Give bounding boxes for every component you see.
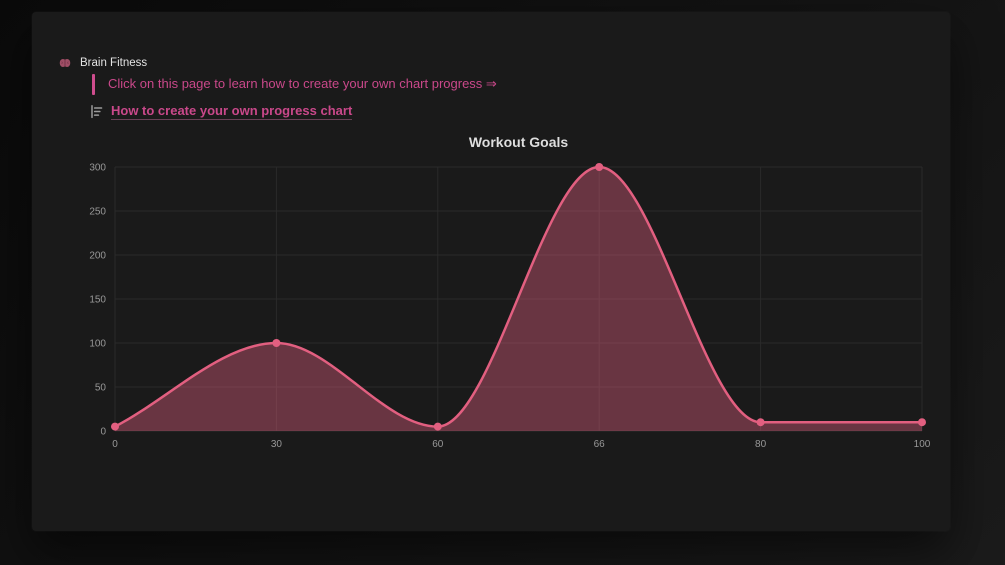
breadcrumb-label: Brain Fitness [80,57,148,69]
data-point[interactable] [756,418,765,427]
y-tick-label: 150 [89,295,106,306]
x-tick-label: 0 [112,439,118,450]
subpage-link[interactable]: How to create your own progress chart [89,101,353,121]
chart-title: Workout Goals [469,134,569,150]
x-tick-label: 66 [594,439,606,450]
workout-chart-svg[interactable]: 0 50 100 150 200 250 300 0 30 60 66 80 100 Workout Go… [85,130,940,455]
data-point[interactable] [433,422,442,431]
y-tick-label: 300 [89,163,106,174]
quote-text: Click on this page to learn how to creat… [108,76,497,91]
y-tick-label: 100 [89,339,106,350]
breadcrumb[interactable]: Brain Fitness [58,54,147,72]
data-point[interactable] [111,422,119,431]
subpage-link-label: How to create your own progress chart [111,102,353,120]
y-tick-label: 200 [89,251,106,262]
data-point[interactable] [918,418,926,427]
x-tick-label: 60 [432,439,444,450]
brain-icon [58,56,72,70]
data-point[interactable] [272,339,281,347]
x-tick-label: 80 [755,439,767,450]
workout-goals-chart[interactable]: 0 50 100 150 200 250 300 0 30 60 66 80 100 Workout Go… [85,130,940,455]
app-page: Brain Fitness Click on this page to lear… [32,12,950,531]
y-tick-label: 250 [89,207,106,218]
page-icon [89,104,104,119]
y-tick-label: 50 [95,383,107,394]
x-tick-label: 30 [271,439,283,450]
quote-callout: Click on this page to learn how to creat… [92,73,497,95]
x-tick-label: 100 [914,439,931,450]
data-point[interactable] [595,163,604,171]
y-tick-label: 0 [100,427,106,438]
quote-bar [92,73,95,95]
